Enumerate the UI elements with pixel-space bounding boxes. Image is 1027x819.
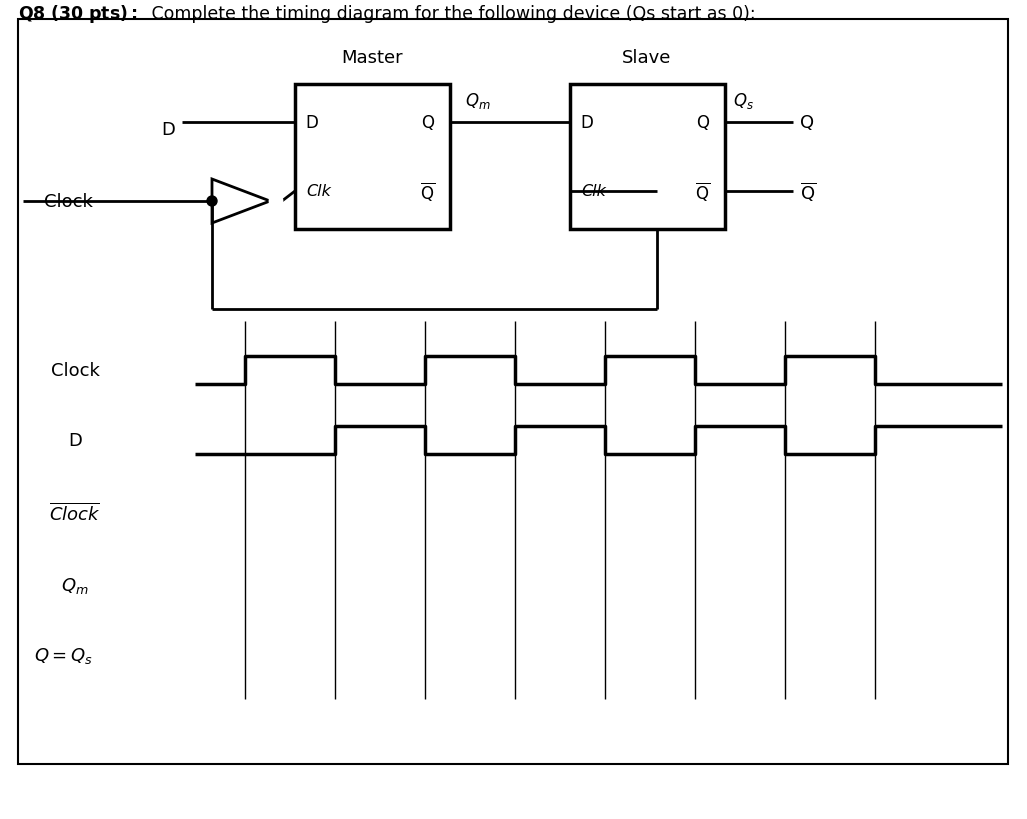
Text: Clock: Clock bbox=[43, 192, 92, 210]
Text: $\overline{\mathrm{Q}}$: $\overline{\mathrm{Q}}$ bbox=[420, 180, 435, 203]
Text: Clk: Clk bbox=[581, 184, 606, 199]
Text: $\overline{Clock}$: $\overline{Clock}$ bbox=[49, 501, 101, 523]
Text: Q: Q bbox=[421, 114, 434, 132]
Text: $\overline{\mathrm{Q}}$: $\overline{\mathrm{Q}}$ bbox=[800, 180, 816, 203]
Circle shape bbox=[207, 197, 217, 206]
Text: $Q_m$: $Q_m$ bbox=[62, 575, 88, 595]
Text: D: D bbox=[68, 432, 82, 450]
Text: $Q_s$: $Q_s$ bbox=[733, 91, 754, 111]
Bar bbox=[295, 85, 450, 229]
Bar bbox=[570, 85, 725, 229]
Circle shape bbox=[270, 196, 282, 208]
Text: D: D bbox=[306, 114, 318, 132]
Text: D: D bbox=[161, 121, 175, 139]
Text: $Q_m$: $Q_m$ bbox=[465, 91, 491, 111]
Text: $Q = Q_s$: $Q = Q_s$ bbox=[34, 645, 92, 665]
Text: Master: Master bbox=[341, 49, 403, 67]
Text: Clk: Clk bbox=[307, 184, 332, 199]
Text: Clock: Clock bbox=[50, 361, 100, 379]
Text: Q: Q bbox=[696, 114, 710, 132]
Text: Q: Q bbox=[800, 114, 814, 132]
Text: $\overline{\mathrm{Q}}$: $\overline{\mathrm{Q}}$ bbox=[695, 180, 711, 203]
Text: Complete the timing diagram for the following device (Qs start as 0):: Complete the timing diagram for the foll… bbox=[146, 5, 756, 23]
Text: D: D bbox=[580, 114, 594, 132]
Text: $\bf{Q8\ (30\ pts):}$: $\bf{Q8\ (30\ pts):}$ bbox=[18, 3, 138, 25]
Text: Slave: Slave bbox=[622, 49, 672, 67]
